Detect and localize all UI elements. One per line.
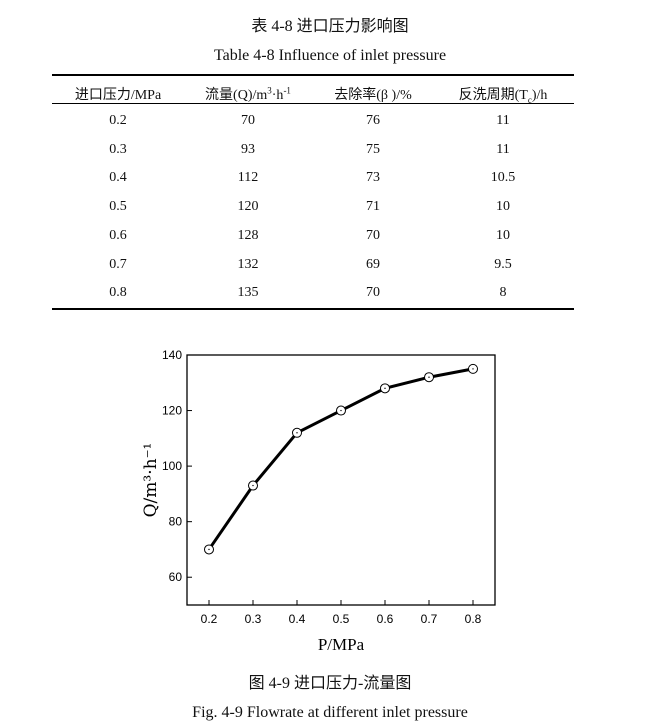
figure-caption-en: Fig. 4-9 Flowrate at different inlet pre… — [192, 704, 468, 721]
data-point-center — [428, 376, 430, 378]
header-text: )/h — [531, 88, 548, 103]
table-cell: 11 — [496, 141, 510, 157]
table-cell: 9.5 — [494, 256, 512, 272]
table-title-cn: 表 4-8 进口压力影响图 — [251, 18, 409, 35]
header-text: ·h — [271, 88, 284, 103]
data-point-center — [296, 432, 298, 434]
y-tick-label: 60 — [169, 570, 183, 584]
table-cell: 10.5 — [490, 170, 516, 186]
header-text: 进口压力/MPa — [74, 88, 162, 103]
x-tick-label: 0.6 — [377, 612, 394, 626]
table-top-rule — [52, 74, 574, 76]
table-cell: 120 — [237, 199, 259, 215]
data-point-center — [384, 387, 386, 390]
table-cell: 0.2 — [109, 113, 127, 128]
header-sup: 3 — [267, 85, 272, 96]
plot-frame — [186, 354, 496, 606]
header-flow: 流量(Q)/m3·h-1 — [173, 84, 323, 104]
table-cell: 132 — [237, 256, 259, 272]
table-bottom-rule — [52, 308, 574, 310]
table-cell: 128 — [237, 227, 259, 243]
data-point-center — [340, 409, 342, 412]
table-header-rule — [52, 103, 574, 104]
data-point — [468, 363, 478, 374]
table-cell: 0.7 — [109, 256, 127, 272]
table-cell: 0.5 — [109, 199, 127, 215]
y-tick-label: 140 — [162, 348, 182, 362]
y-axis-label: Q/m³·h⁻¹ — [141, 443, 161, 518]
table-cell: 8 — [499, 285, 507, 301]
header-sub: c — [527, 94, 532, 105]
x-tick-label: 0.5 — [333, 612, 350, 626]
header-text: 流量(Q)/m — [205, 88, 268, 103]
y-tick-label: 80 — [169, 515, 183, 529]
x-tick-label: 0.8 — [465, 612, 482, 626]
table-cell: 76 — [366, 113, 380, 128]
x-tick-label: 0.2 — [201, 612, 218, 626]
data-point — [292, 427, 302, 438]
table-cell: 93 — [241, 141, 255, 157]
table-cell: 73 — [366, 170, 380, 186]
data-point — [336, 405, 346, 416]
data-point — [424, 372, 434, 383]
data-point — [380, 383, 390, 394]
table-cell: 135 — [237, 285, 259, 301]
table-cell: 70 — [366, 285, 380, 301]
table-cell: 71 — [366, 199, 380, 215]
table-cell: 10 — [496, 199, 510, 215]
data-point — [248, 480, 258, 491]
header-pressure: 进口压力/MPa — [43, 84, 193, 104]
y-tick-label: 120 — [162, 404, 182, 418]
table-cell: 69 — [366, 256, 380, 272]
data-point-center — [252, 484, 254, 487]
table-cell: 10 — [496, 227, 510, 243]
table-cell: 70 — [366, 227, 380, 243]
table-cell: 11 — [496, 113, 510, 128]
x-axis-label: P/MPa — [318, 635, 365, 654]
table-cell: 70 — [241, 113, 255, 128]
header-removal: 去除率(β )/% — [298, 84, 448, 104]
table-title-en: Table 4-8 Influence of inlet pressure — [213, 47, 447, 64]
table-cell: 0.4 — [109, 170, 127, 186]
series-line — [207, 367, 474, 551]
x-tick-label: 0.7 — [421, 612, 438, 626]
table-cell: 112 — [237, 170, 259, 186]
figure-caption-cn: 图 4-9 进口压力-流量图 — [248, 675, 412, 692]
header-text: 反洗周期(T — [458, 88, 528, 103]
header-text: 去除率(β )/% — [334, 88, 412, 103]
data-point-center — [208, 548, 210, 551]
header-backwash: 反洗周期(Tc)/h — [428, 84, 578, 105]
table-cell: 0.8 — [109, 285, 127, 301]
y-tick-label: 100 — [162, 459, 182, 473]
table-cell: 75 — [366, 141, 380, 157]
table-cell: 0.3 — [109, 141, 127, 157]
header-sup: -1 — [283, 85, 291, 96]
data-point-center — [472, 368, 474, 370]
x-tick-label: 0.4 — [289, 612, 306, 626]
data-point — [204, 544, 214, 555]
table-cell: 0.6 — [109, 227, 127, 243]
x-tick-label: 0.3 — [245, 612, 262, 626]
